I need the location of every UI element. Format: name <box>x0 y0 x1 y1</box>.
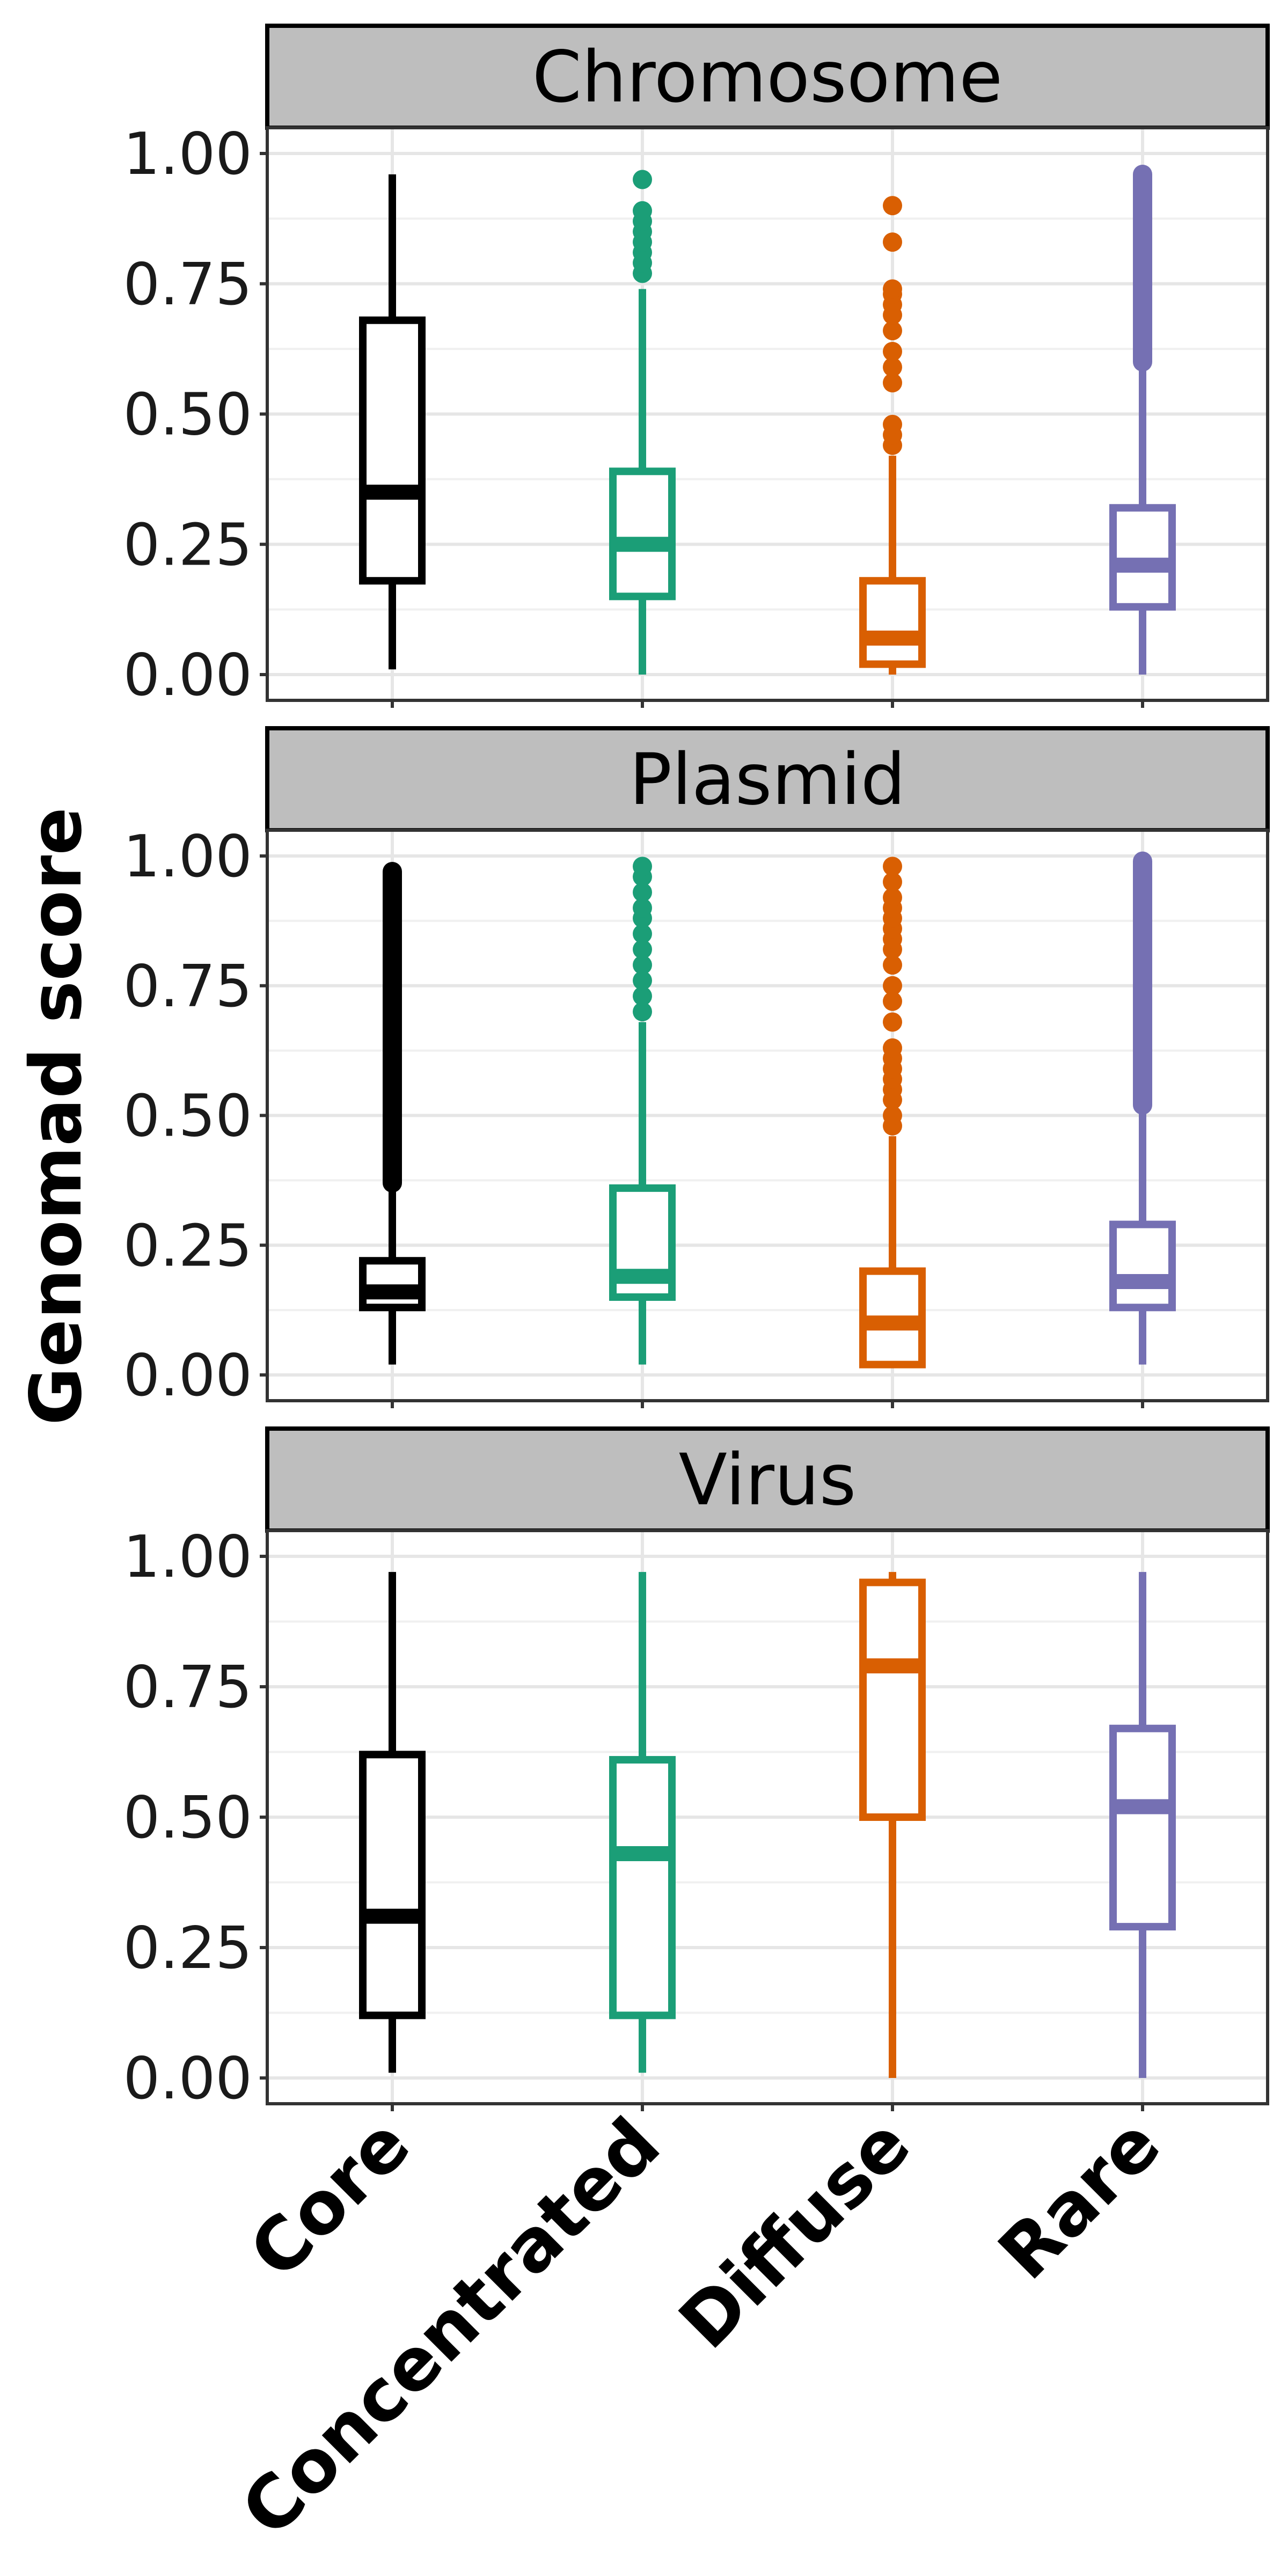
x-category-label: Diffuse <box>663 2102 926 2365</box>
facet-strip <box>265 24 1270 130</box>
outlier-point <box>883 196 902 216</box>
x-category-label: Core <box>233 2102 426 2294</box>
box-concentrated <box>609 170 676 675</box>
box-iqr <box>359 1257 426 1312</box>
y-tick-label: 0.50 <box>123 1784 252 1851</box>
outlier-point <box>883 872 902 892</box>
outlier-point <box>883 1038 902 1058</box>
box-iqr <box>609 1756 676 2019</box>
facet-strip-title: Virus <box>679 1439 857 1521</box>
outlier-point <box>883 321 902 341</box>
y-tick-label: 0.50 <box>123 382 252 449</box>
box-diffuse <box>859 857 926 1368</box>
box-iqr <box>359 1751 426 2019</box>
box-core <box>359 174 426 670</box>
y-tick-label: 0.00 <box>123 2045 252 2112</box>
box-rare <box>1109 851 1176 1365</box>
box-diffuse <box>859 196 926 675</box>
box-concentrated <box>609 857 676 1365</box>
outlier-point <box>633 1002 652 1022</box>
outlier-point <box>633 201 652 221</box>
panel-border <box>266 1529 1269 2105</box>
y-tick-label: 0.25 <box>123 1915 252 1982</box>
outlier-point <box>883 279 902 299</box>
facet-strip-title: Chromosome <box>532 36 1003 119</box>
outlier-point <box>633 971 652 991</box>
box-core <box>359 862 426 1365</box>
outlier-point <box>883 888 902 908</box>
outlier-point <box>883 357 902 377</box>
facet-strip-title: Plasmid <box>630 738 906 821</box>
x-category-label: Rare <box>983 2102 1176 2296</box>
outlier-point <box>883 976 902 996</box>
outlier-point <box>633 857 652 876</box>
y-tick-label: 0.00 <box>123 1342 252 1409</box>
y-tick-label: 0.00 <box>123 642 252 709</box>
panel-border <box>266 829 1269 1402</box>
box-core <box>359 1572 426 2073</box>
box-rare <box>1109 164 1176 675</box>
box-concentrated <box>609 1572 676 2073</box>
box-iqr <box>609 467 676 601</box>
panel-border <box>266 126 1269 702</box>
outlier-point <box>633 924 652 944</box>
y-tick-label: 0.75 <box>123 953 252 1020</box>
outlier-point <box>633 170 652 189</box>
y-tick-label: 1.00 <box>123 121 252 188</box>
y-tick-label: 1.00 <box>123 823 252 890</box>
y-tick-label: 0.50 <box>123 1083 252 1150</box>
y-tick-label: 0.75 <box>123 251 252 318</box>
box-iqr <box>859 1578 926 1821</box>
outlier-point <box>883 414 902 434</box>
y-axis-label: Genomad score <box>15 807 98 1425</box>
facet-strip <box>265 726 1270 832</box>
outlier-point <box>883 991 902 1011</box>
y-tick-label: 0.75 <box>123 1654 252 1721</box>
y-tick-label: 1.00 <box>123 1524 252 1591</box>
box-iqr <box>1109 1220 1176 1312</box>
outlier-point <box>633 955 652 975</box>
outlier-point <box>633 940 652 960</box>
box-diffuse <box>859 1572 926 2078</box>
box-iqr <box>359 316 426 585</box>
outlier-point <box>883 1012 902 1032</box>
y-tick-label: 0.25 <box>123 1212 252 1279</box>
outlier-point <box>883 232 902 252</box>
outlier-point <box>633 986 652 1006</box>
box-iqr <box>1109 1724 1176 1931</box>
box-rare <box>1109 1572 1176 2078</box>
box-iqr <box>1109 504 1176 611</box>
outlier-point <box>883 857 902 876</box>
box-iqr <box>859 577 926 668</box>
outlier-point <box>883 373 902 393</box>
outlier-point <box>883 955 902 975</box>
outlier-point <box>883 341 902 361</box>
outlier-point <box>633 882 652 902</box>
outlier-point <box>633 898 652 918</box>
x-category-label: Concentrated <box>225 2102 676 2553</box>
facet-strip <box>265 1426 1270 1533</box>
y-tick-label: 0.25 <box>123 511 252 579</box>
outlier-point <box>883 1106 902 1125</box>
